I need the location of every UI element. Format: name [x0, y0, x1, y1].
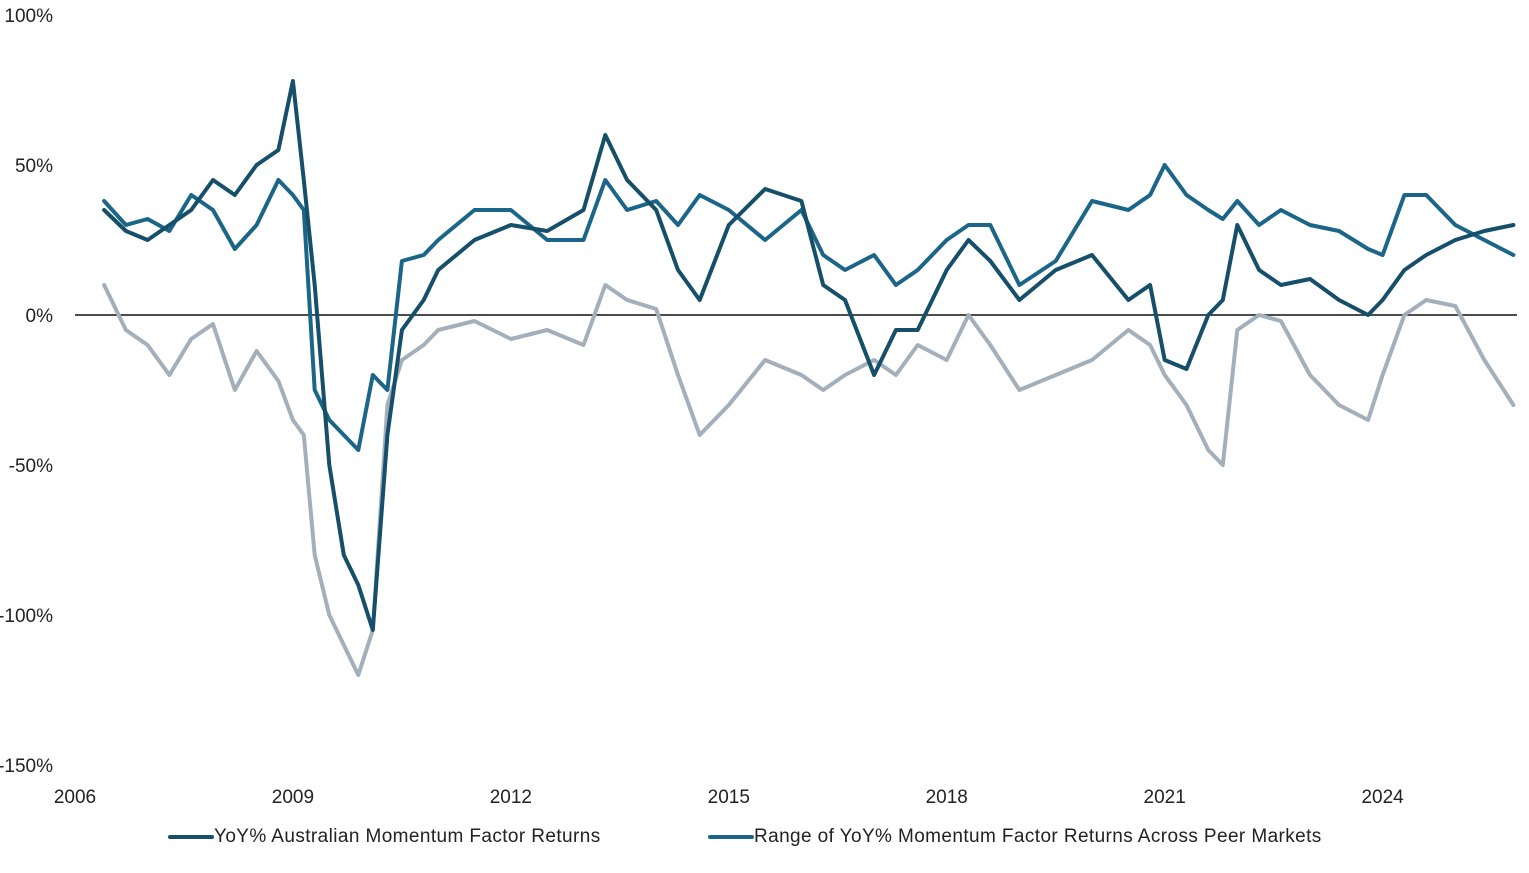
y-axis-tick-labels: 100% 50% 0% -50% -100% -150% — [0, 6, 53, 777]
x-tick-label: 2009 — [272, 787, 314, 808]
legend-item-australian: YoY% Australian Momentum Factor Returns — [168, 826, 601, 848]
legend-swatch-peer-range — [708, 835, 754, 839]
legend-label-australian: YoY% Australian Momentum Factor Returns — [214, 826, 601, 847]
x-tick-label: 2012 — [490, 787, 532, 808]
legend-item-peer-range: Range of YoY% Momentum Factor Returns Ac… — [708, 826, 1322, 848]
y-tick-label: -50% — [9, 456, 53, 477]
legend-swatch-australian — [168, 835, 214, 839]
y-tick-label: -150% — [0, 756, 53, 777]
x-axis-tick-labels: 2006 2009 2012 2015 2018 2021 2024 — [54, 787, 1404, 808]
line-chart: 100% 50% 0% -50% -100% -150% 2006 2009 2012 2015… — [0, 6, 1517, 808]
y-tick-label: -100% — [0, 606, 53, 627]
x-tick-label: 2018 — [926, 787, 968, 808]
x-tick-label: 2015 — [708, 787, 750, 808]
legend: YoY% Australian Momentum Factor Returns … — [0, 826, 1529, 856]
x-tick-label: 2006 — [54, 787, 96, 808]
x-tick-label: 2024 — [1361, 787, 1404, 808]
series-line-0 — [102, 79, 1516, 632]
y-tick-label: 0% — [26, 306, 54, 327]
x-tick-label: 2021 — [1144, 787, 1186, 808]
y-tick-label: 50% — [15, 156, 53, 177]
series-line-2 — [102, 283, 1516, 677]
legend-label-peer-range: Range of YoY% Momentum Factor Returns Ac… — [754, 826, 1322, 847]
y-tick-label: 100% — [4, 6, 53, 27]
series-line-1 — [102, 163, 1516, 452]
series-lines — [102, 79, 1516, 677]
